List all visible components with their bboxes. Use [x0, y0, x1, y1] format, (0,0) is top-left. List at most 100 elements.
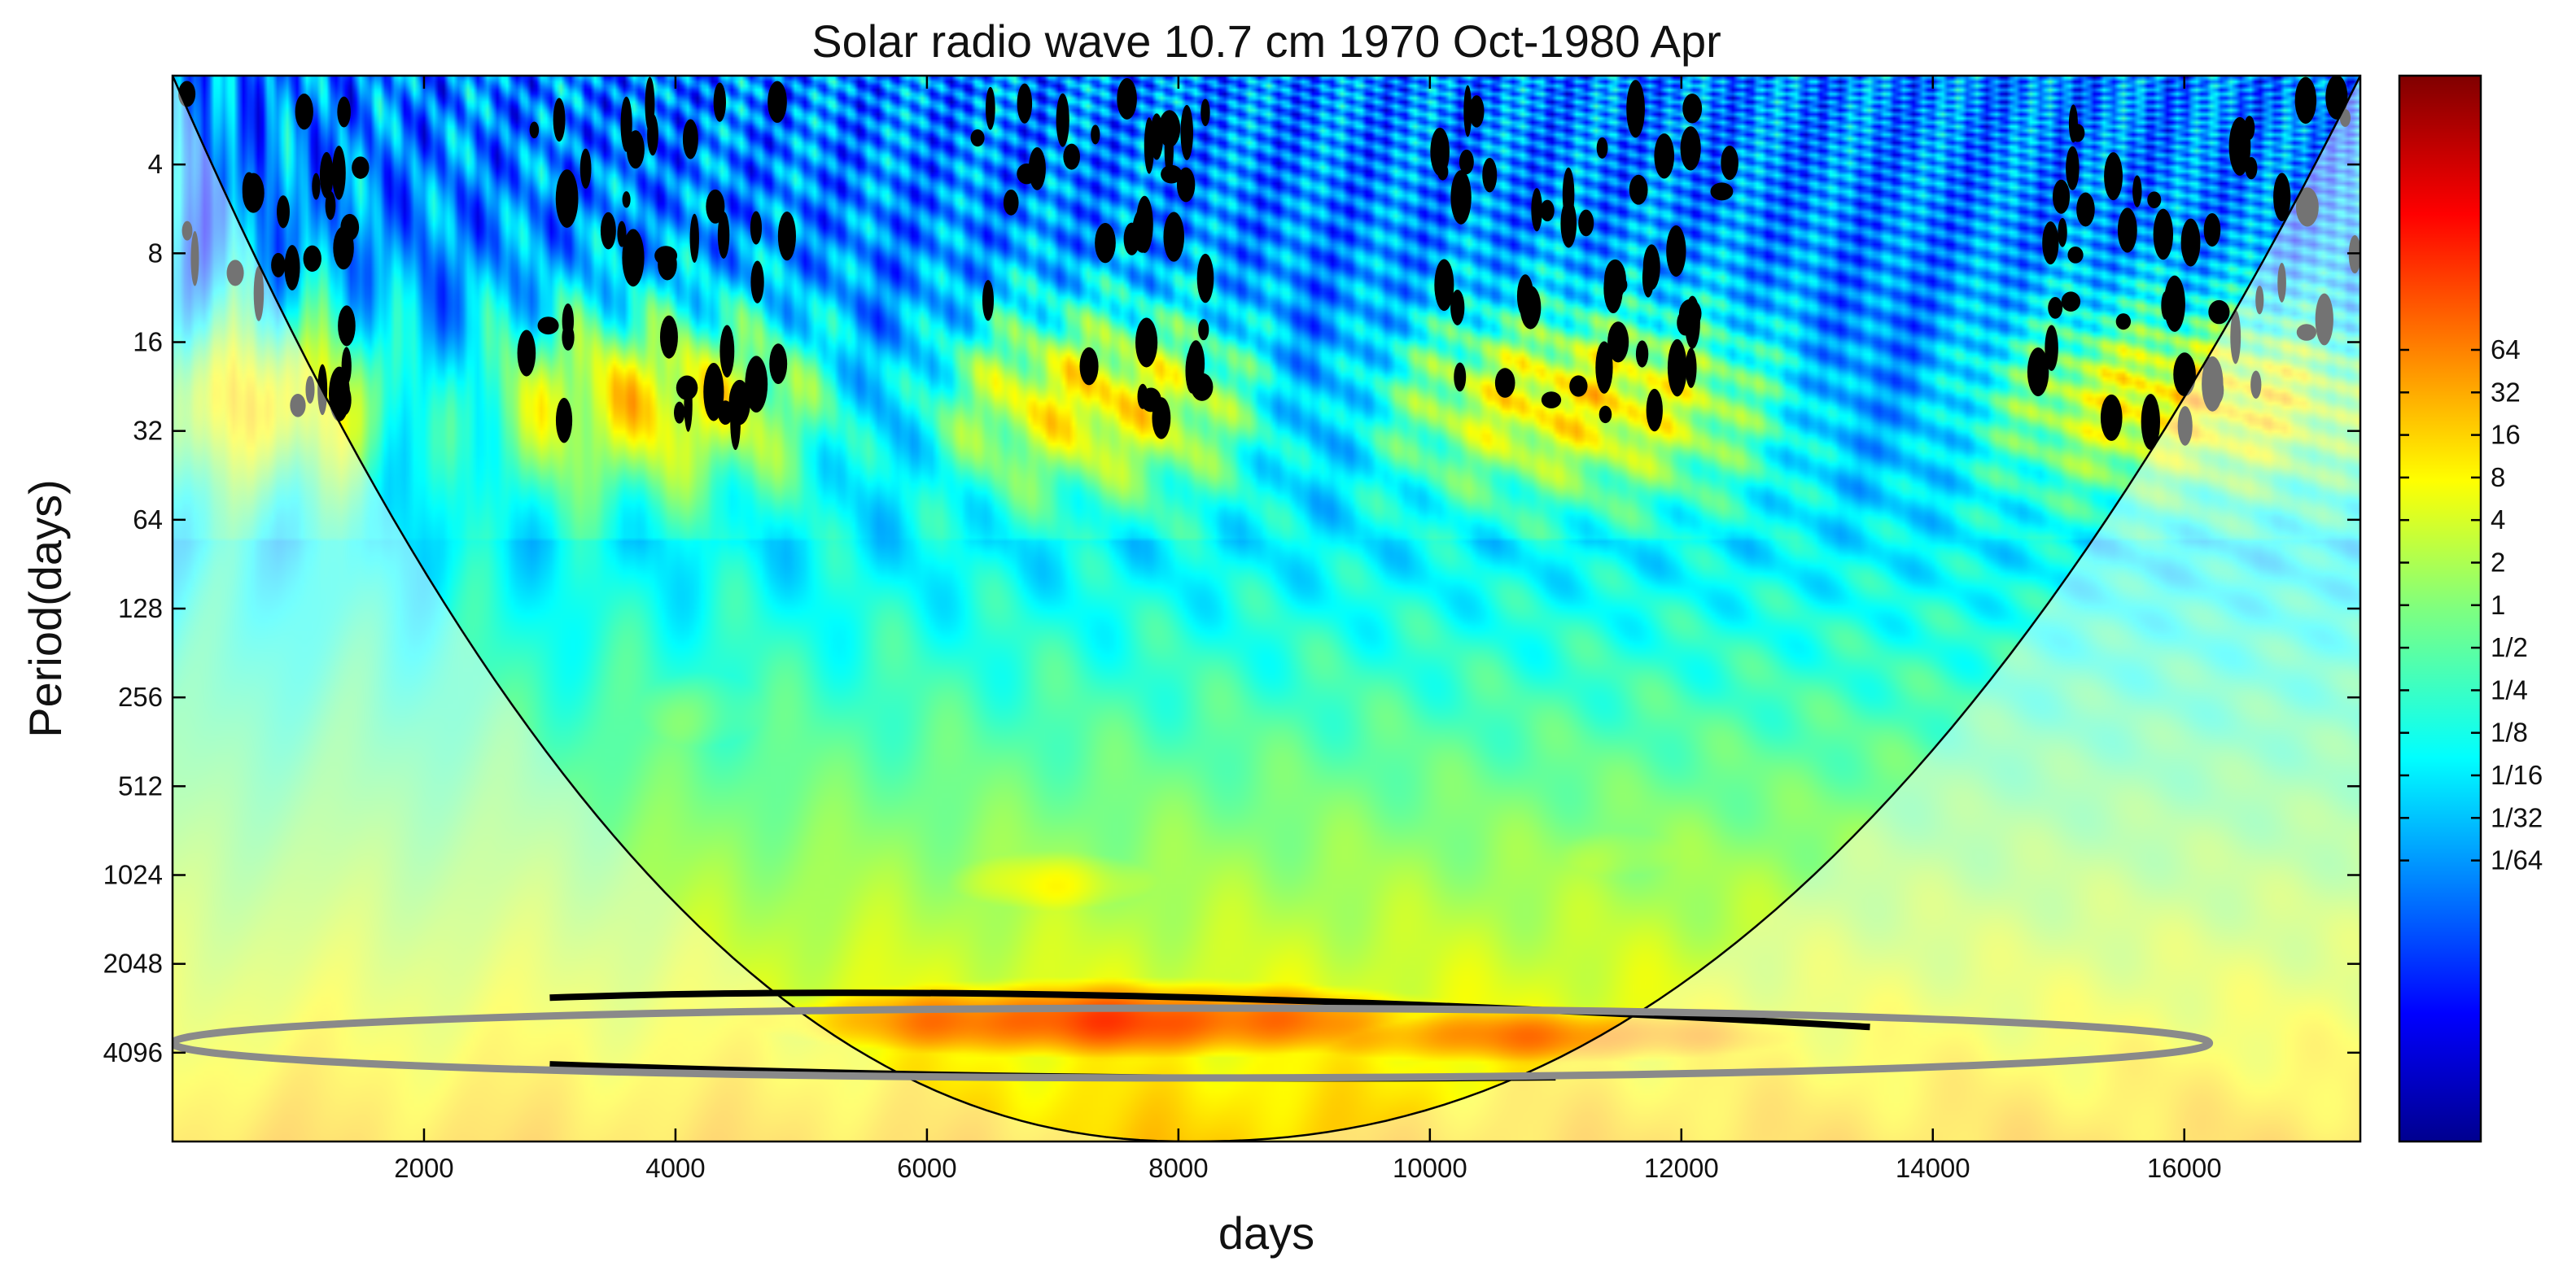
significance-blob — [2244, 116, 2255, 140]
significance-blob — [682, 119, 698, 159]
significance-blob — [1666, 225, 1686, 277]
x-tick-label: 10000 — [1393, 1153, 1467, 1183]
significance-blob — [706, 189, 725, 224]
significance-blob — [654, 246, 678, 266]
significance-blob — [1056, 93, 1069, 147]
significance-blob — [1136, 330, 1154, 351]
significance-blob — [689, 213, 699, 263]
significance-blob — [1028, 146, 1046, 190]
significance-blob — [182, 220, 193, 241]
y-tick-label: 8 — [148, 238, 163, 268]
colorbar-tick-label: 1/8 — [2491, 718, 2528, 748]
significance-blob — [284, 245, 300, 290]
colorbar-ticks: 64 32 16 8 4 2 1 1/2 1/4 1/8 1/16 1/32 1/64 — [2399, 334, 2543, 875]
significance-blob — [2048, 297, 2063, 319]
significance-blob — [1682, 93, 1703, 124]
significance-blob — [2045, 325, 2058, 371]
significance-blob — [253, 265, 265, 321]
significance-blob — [319, 151, 334, 199]
significance-blob — [2117, 207, 2137, 253]
significance-blob — [1144, 117, 1155, 174]
significance-blob — [529, 121, 540, 138]
significance-blob — [1612, 276, 1628, 294]
colorbar-tick-label: 1/32 — [2491, 802, 2543, 832]
significance-blob — [555, 169, 579, 228]
significance-blob — [2027, 347, 2049, 397]
significance-blob — [1152, 397, 1171, 439]
significance-blob — [1201, 98, 1210, 127]
significance-blob — [1595, 341, 1613, 394]
x-tick-label: 8000 — [1148, 1153, 1208, 1183]
significance-blob — [769, 343, 788, 384]
significance-blob — [2255, 285, 2264, 315]
significance-blob — [1569, 375, 1588, 397]
significance-blob — [1123, 222, 1140, 255]
significance-blob — [982, 280, 995, 321]
significance-blob — [617, 220, 627, 247]
significance-blob — [2147, 191, 2162, 208]
significance-blob — [1721, 145, 1738, 181]
significance-blob — [1135, 195, 1153, 253]
significance-blob — [2315, 293, 2333, 346]
significance-blob — [553, 98, 566, 142]
significance-blob — [2132, 175, 2142, 207]
significance-contours — [178, 76, 2360, 451]
significance-blob — [226, 260, 244, 286]
significance-blob — [2067, 246, 2084, 264]
significance-blob — [332, 146, 346, 200]
cone-of-influence-line — [173, 76, 2360, 1141]
significance-blob — [717, 211, 730, 259]
x-axis-label: days — [1218, 1207, 1314, 1259]
significance-blob — [1710, 182, 1734, 201]
significance-blob — [2161, 291, 2171, 320]
significance-blob — [622, 229, 645, 287]
significance-blob — [1117, 78, 1137, 120]
significance-blob — [295, 94, 313, 130]
significance-blob — [579, 148, 592, 189]
significance-blob — [1646, 388, 1663, 432]
significance-blob — [562, 303, 575, 339]
significance-blob — [768, 81, 787, 123]
significance-blob — [1450, 170, 1472, 225]
significance-blob — [1161, 164, 1183, 184]
significance-blob — [1680, 126, 1701, 171]
significance-blob — [1560, 199, 1577, 248]
colorbar-tick-label: 1 — [2491, 590, 2505, 620]
significance-blob — [290, 393, 306, 417]
significance-blob — [338, 305, 356, 347]
significance-blob — [2042, 221, 2059, 265]
significance-blob — [676, 375, 698, 400]
significance-blob — [1685, 347, 1697, 388]
y-tick-label: 64 — [133, 504, 163, 535]
significance-blob — [242, 172, 256, 207]
significance-blob — [970, 129, 985, 147]
significance-blob — [2295, 187, 2319, 227]
significance-blob — [647, 113, 658, 156]
significance-blob — [352, 156, 370, 179]
significance-blob — [1095, 222, 1116, 264]
significance-blob — [1468, 95, 1485, 128]
significance-blob — [537, 316, 559, 335]
significance-blob — [1450, 290, 1465, 325]
significance-blob — [622, 191, 631, 208]
significance-blob — [2294, 76, 2317, 124]
significance-blob — [1678, 299, 1702, 329]
y-tick-label: 256 — [118, 682, 163, 712]
significance-blob — [1607, 321, 1629, 363]
significance-blob — [2115, 313, 2132, 330]
y-tick-label: 2048 — [103, 949, 163, 979]
colorbar-tick-label: 1/2 — [2491, 632, 2528, 662]
significance-blob — [620, 96, 632, 152]
significance-blob — [277, 195, 290, 229]
significance-blob — [1635, 340, 1649, 368]
heatmap-image — [173, 76, 2360, 1141]
colorbar-tick-label: 8 — [2491, 462, 2505, 492]
significance-blob — [1198, 319, 1209, 341]
significance-blob — [2052, 179, 2071, 214]
y-tick-label: 16 — [133, 327, 163, 357]
colorbar-gradient — [2398, 74, 2482, 1143]
y-tick-label: 1024 — [103, 860, 163, 890]
significance-blob — [1191, 373, 1214, 401]
significance-blob — [730, 394, 741, 451]
